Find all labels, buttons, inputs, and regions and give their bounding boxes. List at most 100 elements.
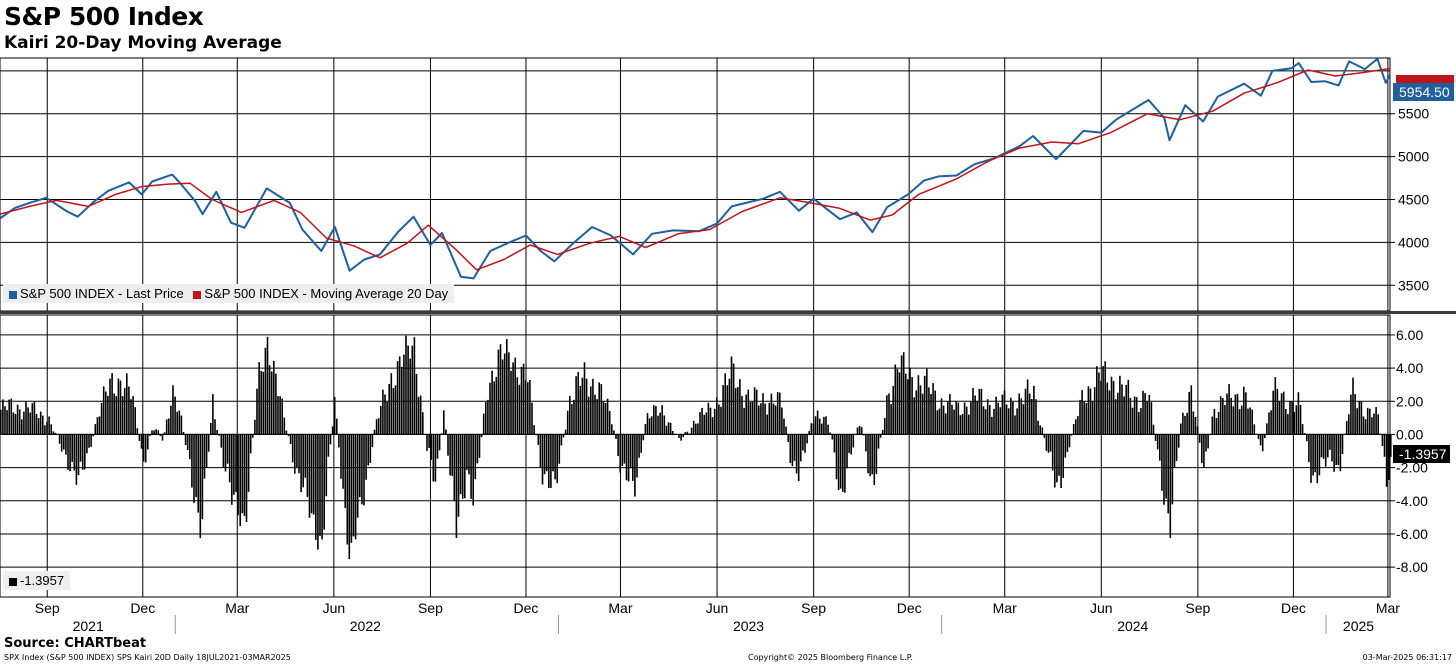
kairi-bar (713, 408, 716, 435)
kairi-bar (510, 370, 512, 435)
kairi-bar (212, 394, 214, 435)
kairi-bar (1173, 434, 1176, 468)
kairi-bar (1348, 414, 1350, 435)
kairi-bar (1064, 434, 1067, 458)
kairi-bar (453, 434, 456, 502)
kairi-bar (800, 434, 802, 462)
kairi-bar (795, 434, 798, 474)
kairi-panel-frame (0, 314, 1391, 598)
kairi-bar (655, 406, 657, 435)
kairi-bar (392, 388, 395, 435)
kairi-bar (894, 364, 897, 435)
kairi-bar (134, 407, 136, 435)
kairi-bar (1039, 425, 1041, 435)
kairi-bar (1062, 434, 1064, 478)
kairi-bar (426, 434, 428, 451)
kairi-bar (1142, 390, 1144, 435)
legend-price-label: S&P 500 INDEX - Last Price (20, 286, 184, 301)
kairi-bar (619, 434, 621, 473)
kairi-bar (296, 434, 298, 468)
kairi-bar (291, 434, 294, 463)
kairi-bar (1037, 420, 1039, 435)
kairi-bar (1226, 393, 1228, 435)
kairi-bar (642, 434, 645, 441)
kairi-bar (289, 434, 292, 444)
kairi-bar (842, 434, 844, 492)
kairi-bar (438, 434, 441, 451)
kairi-bar (304, 434, 307, 478)
kairi-bar (327, 434, 330, 457)
kairi-bar (909, 367, 911, 435)
kairi-bar (1270, 410, 1272, 435)
kairi-bar (594, 394, 596, 435)
kairi-bar (848, 434, 850, 453)
kairi-bar (1144, 393, 1146, 435)
kairi-bar (892, 386, 894, 435)
kairi-bar (1041, 427, 1044, 435)
kairi-bar (281, 398, 283, 435)
kairi-bar (48, 416, 50, 435)
kairi-bar (71, 434, 73, 462)
kairi-bar (1213, 408, 1216, 435)
kairi-bar (682, 434, 684, 438)
kairi-bar (1280, 393, 1283, 435)
kairi-bar (1322, 434, 1325, 459)
kairi-ytick-label: 4.00 (1396, 360, 1423, 376)
kairi-bar (1390, 434, 1392, 457)
kairi-bar (1251, 409, 1253, 435)
kairi-bar (25, 401, 27, 435)
kairi-bar (503, 353, 506, 435)
kairi-bar (695, 423, 697, 435)
kairi-bar (1085, 403, 1088, 435)
kairi-bar (1014, 415, 1016, 435)
kairi-bar (921, 393, 924, 435)
kairi-bar (527, 382, 529, 435)
kairi-bar (1282, 391, 1285, 435)
kairi-bar (1219, 396, 1222, 435)
kairi-bar (94, 424, 97, 435)
kairi-ytick-label: -8.00 (1396, 559, 1428, 575)
kairi-bar (1217, 411, 1220, 435)
kairi-bar (1102, 366, 1104, 435)
kairi-bar (191, 434, 193, 488)
kairi-bar (100, 403, 103, 435)
kairi-bar (247, 434, 250, 492)
kairi-bar (153, 430, 155, 435)
price-ytick-label: 5500 (1398, 106, 1429, 122)
x-axis-labels: Sep Dec Mar Jun Sep Dec Mar Jun Sep Dec Mar Jun Sep D… (35, 600, 1400, 634)
kairi-bar (436, 434, 439, 459)
kairi-bar (739, 379, 741, 435)
kairi-bar (195, 434, 197, 498)
kairi-bar (1163, 434, 1165, 505)
kairi-bar (1324, 434, 1327, 467)
chart-title: S&P 500 Index (4, 2, 204, 31)
kairi-ytick-label: -2.00 (1396, 460, 1428, 476)
kairi-bar (774, 405, 777, 435)
kairi-bar (1047, 434, 1050, 453)
kairi-bar (1066, 434, 1069, 453)
kairi-bar (537, 434, 540, 445)
kairi-bar (388, 383, 390, 435)
kairi-bar (571, 404, 573, 435)
kairi-bar (863, 434, 865, 436)
kairi-bar (1268, 412, 1270, 435)
kairi-bar (1245, 392, 1247, 435)
kairi-bar (73, 434, 76, 471)
kairi-bar (873, 434, 876, 486)
kairi-bar (207, 434, 210, 452)
kairi-bar (216, 430, 218, 435)
kairi-bar (816, 410, 819, 435)
kairi-bar (333, 397, 336, 435)
kairi-bar (982, 406, 985, 435)
x-month-label: Dec (1281, 600, 1306, 616)
kairi-bar (911, 377, 913, 435)
kairi-bar (516, 377, 519, 435)
kairi-bar (369, 434, 372, 463)
kairi-bar (953, 409, 955, 435)
kairi-bar (1329, 434, 1331, 450)
kairi-bar (1054, 434, 1056, 488)
kairi-bar (755, 389, 758, 435)
kairi-bar (726, 385, 729, 435)
kairi-bar (632, 434, 634, 481)
kairi-bar (491, 370, 493, 435)
